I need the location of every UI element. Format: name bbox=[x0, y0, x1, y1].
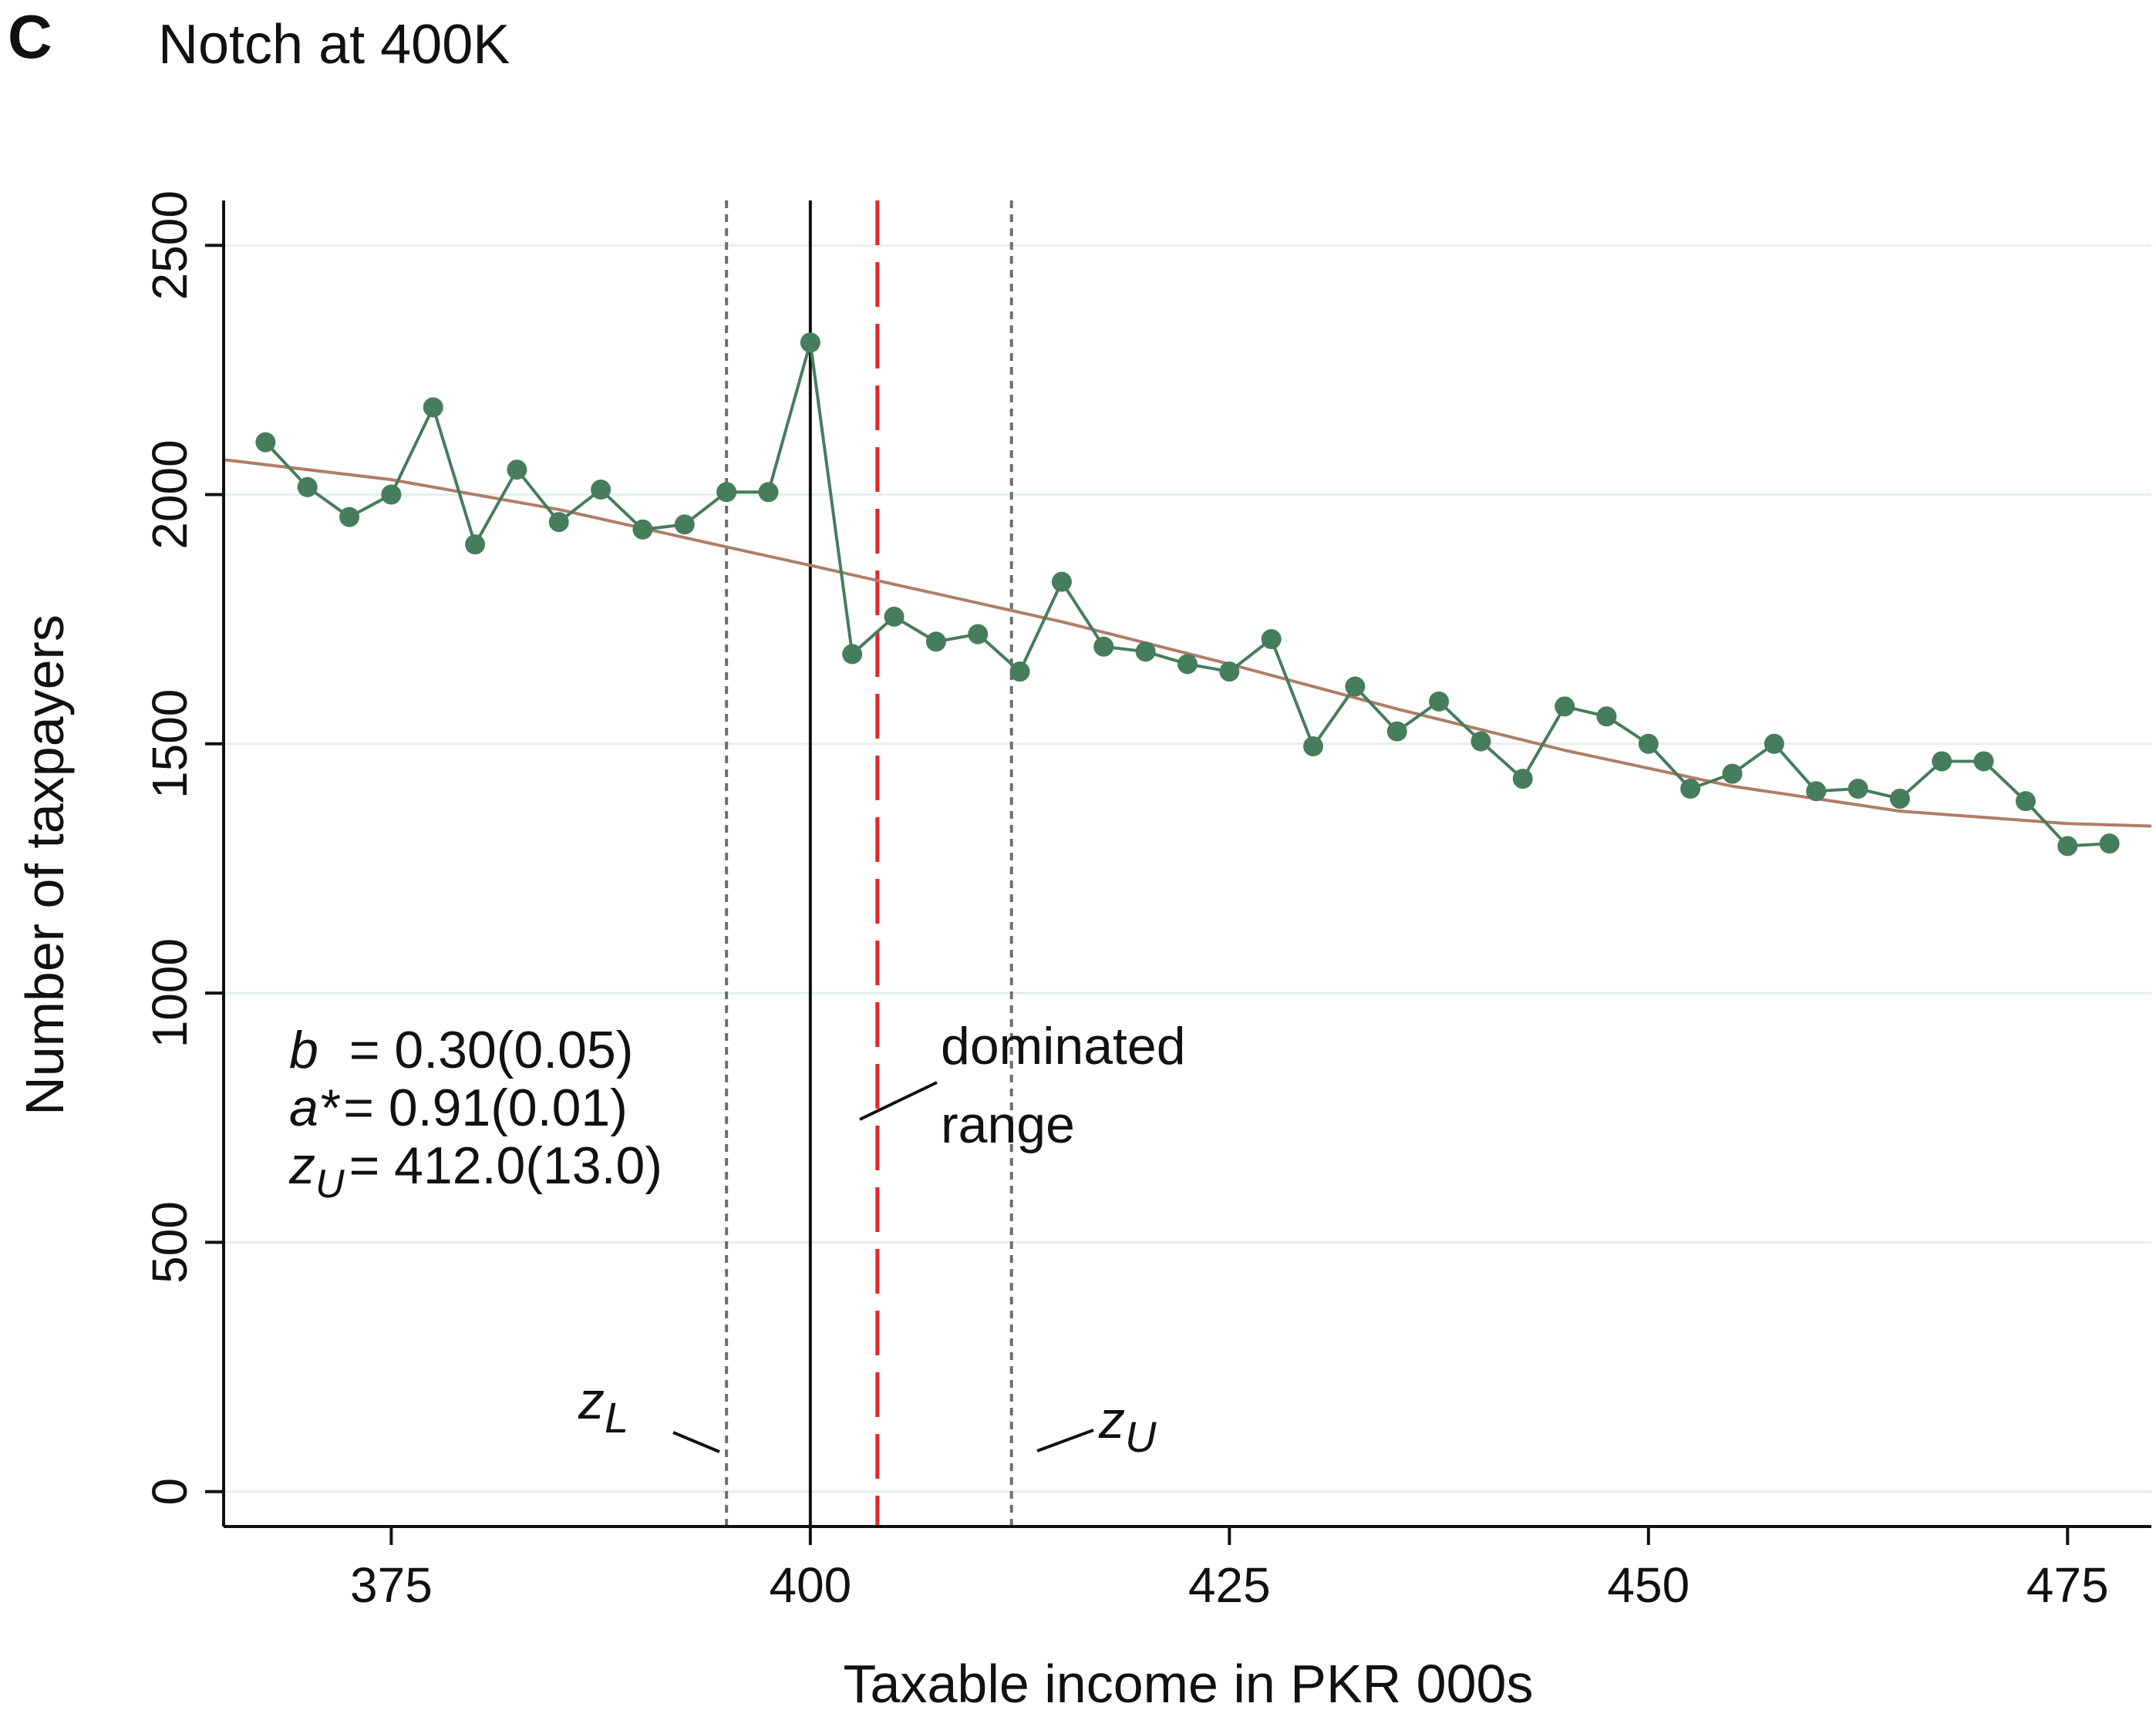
chart-title: Notch at 400K bbox=[158, 14, 510, 76]
stat-zu-sub: U bbox=[315, 1162, 345, 1207]
observed-point bbox=[548, 512, 569, 533]
x-tick-label: 475 bbox=[2026, 1557, 2109, 1613]
observed-point bbox=[465, 534, 486, 555]
zu-marker: zU bbox=[1098, 1391, 1157, 1461]
observed-point bbox=[842, 644, 863, 665]
dominated-label-leader bbox=[859, 1081, 938, 1121]
zu-marker-sub: U bbox=[1125, 1412, 1157, 1461]
observed-point bbox=[1889, 788, 1910, 809]
observed-point bbox=[925, 631, 946, 652]
zl-marker-sub: L bbox=[605, 1393, 628, 1442]
observed-point bbox=[1555, 696, 1575, 717]
grid-lines bbox=[224, 244, 2151, 1493]
observed-point bbox=[1722, 763, 1743, 784]
dominated-label-line2: range bbox=[941, 1096, 1075, 1154]
observed-point bbox=[1932, 751, 1952, 772]
vertical-reference-lines bbox=[725, 200, 1013, 1527]
y-tick-label: 0 bbox=[142, 1478, 197, 1506]
observed-point bbox=[423, 397, 443, 418]
observed-line bbox=[264, 342, 2110, 848]
observed-point bbox=[1219, 661, 1240, 682]
x-tick-label: 425 bbox=[1188, 1557, 1271, 1613]
observed-point bbox=[1470, 731, 1491, 752]
stat-b-value: = 0.30(0.05) bbox=[349, 1021, 634, 1079]
stat-zu: zU= 412.0(13.0) bbox=[288, 1136, 662, 1207]
stat-a-label: a* bbox=[289, 1079, 341, 1137]
observed-point bbox=[591, 480, 611, 500]
observed-point bbox=[1051, 571, 1072, 592]
zl-marker-label: z bbox=[578, 1372, 605, 1430]
observed-point bbox=[1680, 779, 1701, 799]
data-series bbox=[223, 332, 2152, 857]
axes: 375 400 425 450 475 0 500 1000 1500 2000 2500 bbox=[142, 190, 2151, 1613]
observed-point bbox=[2099, 833, 2120, 854]
stat-b-label: b bbox=[289, 1021, 318, 1079]
observed-point bbox=[381, 484, 402, 505]
stat-zu-label: z bbox=[288, 1136, 315, 1195]
observed-point bbox=[884, 606, 905, 627]
observed-point bbox=[255, 432, 276, 453]
observed-point bbox=[800, 332, 820, 353]
zu-marker-leader bbox=[1036, 1429, 1094, 1452]
observed-point bbox=[2057, 836, 2078, 857]
x-tick-label: 450 bbox=[1607, 1557, 1689, 1613]
dominated-label-line1: dominated bbox=[941, 1017, 1186, 1075]
zl-marker: zL bbox=[578, 1372, 628, 1442]
y-tick-label: 1000 bbox=[142, 938, 197, 1048]
observed-point bbox=[1429, 691, 1450, 712]
observed-point bbox=[1806, 781, 1827, 802]
stat-a-value: = 0.91(0.01) bbox=[343, 1079, 628, 1137]
counterfactual-line bbox=[223, 458, 2152, 828]
observed-point bbox=[1973, 751, 1994, 772]
zu-marker-label: z bbox=[1098, 1391, 1125, 1449]
observed-point bbox=[1093, 636, 1114, 657]
observed-point bbox=[1177, 654, 1198, 675]
observed-point bbox=[339, 507, 360, 527]
observed-point bbox=[1261, 629, 1282, 650]
x-tick-label: 375 bbox=[350, 1557, 433, 1613]
observed-point bbox=[1764, 733, 1784, 754]
observed-point bbox=[968, 624, 989, 645]
observed-point bbox=[1638, 733, 1659, 754]
y-tick-label: 2500 bbox=[142, 190, 197, 300]
observed-point bbox=[1135, 641, 1156, 662]
observed-point bbox=[674, 514, 695, 535]
observed-point bbox=[1512, 769, 1533, 789]
observed-point bbox=[1386, 721, 1407, 742]
observed-point bbox=[507, 459, 527, 480]
observed-point bbox=[1303, 736, 1324, 757]
observed-point bbox=[297, 476, 318, 497]
x-axis-label: Taxable income in PKR 000s bbox=[844, 1654, 1534, 1710]
observed-point bbox=[632, 519, 653, 540]
stat-a: a*= 0.91(0.01) bbox=[289, 1079, 628, 1137]
x-tick-label: 400 bbox=[769, 1557, 851, 1613]
y-tick-label: 500 bbox=[142, 1201, 197, 1284]
zl-marker-leader bbox=[672, 1431, 720, 1453]
stat-zu-value: = 412.0(13.0) bbox=[349, 1136, 662, 1195]
y-tick-label: 1500 bbox=[142, 689, 197, 799]
observed-point bbox=[716, 482, 737, 503]
y-tick-label: 2000 bbox=[142, 439, 197, 549]
observed-point bbox=[1009, 661, 1030, 682]
observed-point bbox=[1848, 779, 1868, 799]
observed-point bbox=[2015, 791, 2036, 812]
stat-b: b = 0.30(0.05) bbox=[289, 1021, 633, 1079]
observed-point bbox=[1596, 706, 1617, 727]
observed-point bbox=[1345, 676, 1366, 697]
observed-point bbox=[758, 482, 779, 503]
panel-letter: C bbox=[8, 2, 52, 71]
y-axis-label: Number of taxpayers bbox=[15, 614, 75, 1116]
